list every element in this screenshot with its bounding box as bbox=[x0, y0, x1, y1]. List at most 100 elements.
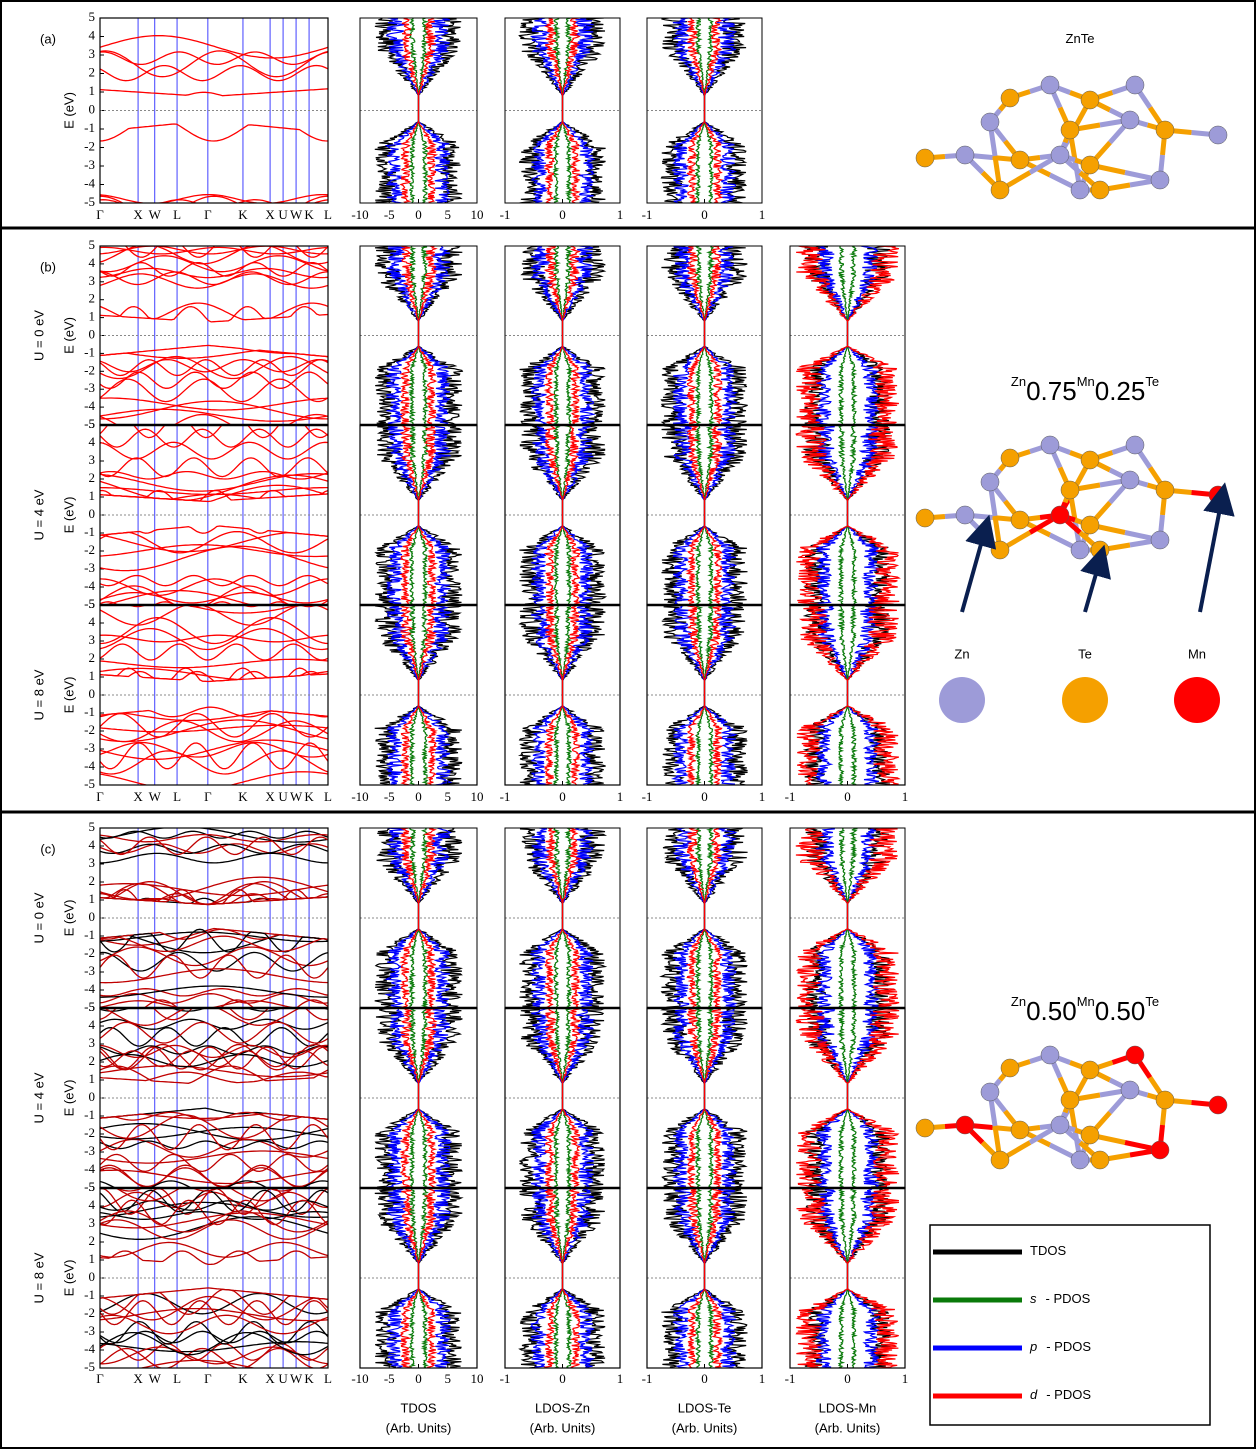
y-tick-label: -2 bbox=[84, 1305, 95, 1320]
band-line bbox=[100, 267, 328, 279]
band-line bbox=[100, 951, 328, 972]
panel-label: (c) bbox=[40, 841, 55, 856]
dos-curve bbox=[399, 246, 420, 425]
band-line bbox=[100, 658, 328, 669]
dos-curves bbox=[647, 605, 762, 785]
band-line bbox=[100, 1199, 328, 1226]
y-tick-label: 0 bbox=[89, 1269, 96, 1284]
atom bbox=[1208, 125, 1228, 145]
atom-swatch bbox=[1174, 677, 1220, 723]
atom-label: Te bbox=[1078, 646, 1092, 661]
bands bbox=[100, 35, 328, 203]
x-tick-label: 10 bbox=[471, 1371, 484, 1386]
dos-curves bbox=[360, 1008, 477, 1188]
dos-curves bbox=[647, 246, 762, 425]
band-line bbox=[100, 1300, 328, 1326]
band-line bbox=[100, 1050, 328, 1068]
y-tick-label: 5 bbox=[89, 416, 96, 431]
x-tick-label: 0 bbox=[415, 207, 422, 222]
band-line bbox=[100, 64, 328, 82]
band-line bbox=[100, 1241, 328, 1258]
y-tick-label: 3 bbox=[89, 452, 96, 467]
y-tick-label: 2 bbox=[89, 64, 96, 79]
y-tick-label: 1 bbox=[89, 891, 96, 906]
y-tick-label: 0 bbox=[89, 909, 96, 924]
y-tick-label: -4 bbox=[84, 758, 95, 773]
atom bbox=[980, 472, 1000, 492]
band-line bbox=[100, 836, 328, 856]
x-tick-label: -10 bbox=[351, 1371, 368, 1386]
k-label: X bbox=[133, 789, 143, 804]
dos-curves bbox=[505, 1008, 620, 1188]
x-tick-label: 0 bbox=[844, 1371, 851, 1386]
dos-curve bbox=[543, 828, 564, 1008]
x-tick-label: 5 bbox=[445, 789, 452, 804]
legend-symbol: p bbox=[1029, 1339, 1037, 1354]
atom-swatch bbox=[939, 677, 985, 723]
u-label: U = 8 eV bbox=[31, 1252, 46, 1303]
band-line bbox=[184, 605, 302, 614]
atom bbox=[1050, 505, 1070, 525]
k-label: X bbox=[133, 1371, 143, 1386]
band-line bbox=[100, 591, 328, 604]
dos-curves bbox=[360, 18, 477, 203]
band-line bbox=[100, 273, 328, 289]
x-tick-label: 0 bbox=[844, 789, 851, 804]
band-line bbox=[100, 1065, 328, 1084]
atom bbox=[1090, 540, 1110, 560]
atom bbox=[1120, 1080, 1140, 1100]
panel-label: (b) bbox=[40, 259, 56, 274]
atom bbox=[1125, 75, 1145, 95]
y-tick-label: -1 bbox=[84, 524, 95, 539]
y-tick-label: -4 bbox=[84, 578, 95, 593]
band-line bbox=[100, 578, 328, 597]
y-tick-label: -4 bbox=[84, 175, 95, 190]
band-line bbox=[100, 246, 328, 255]
y-tick-label: 1 bbox=[89, 309, 96, 324]
crystal-structure bbox=[915, 75, 1228, 200]
u-label: U = 4 eV bbox=[31, 1072, 46, 1123]
band-line bbox=[100, 1027, 328, 1047]
band-line bbox=[100, 88, 328, 97]
legend-symbol: d bbox=[1030, 1387, 1038, 1402]
x-tick-label: 1 bbox=[902, 1371, 909, 1386]
y-tick-label: 5 bbox=[89, 596, 96, 611]
dos-curve bbox=[543, 425, 564, 605]
y-tick-label: 4 bbox=[89, 614, 96, 629]
band-line bbox=[100, 1295, 328, 1321]
band-line bbox=[100, 1124, 328, 1151]
y-tick-label: -5 bbox=[84, 999, 95, 1014]
compound-subscript: 0.50 bbox=[1095, 996, 1146, 1026]
compound-subscript: 0.50 bbox=[1026, 996, 1077, 1026]
k-label: X bbox=[265, 1371, 275, 1386]
atom bbox=[980, 1082, 1000, 1102]
band-line bbox=[100, 828, 328, 843]
dos-curve bbox=[796, 605, 849, 785]
y-tick-label: -3 bbox=[84, 740, 95, 755]
legend-label: TDOS bbox=[1030, 1243, 1066, 1258]
y-tick-label: 3 bbox=[89, 46, 96, 61]
band-line bbox=[100, 123, 328, 142]
band-line bbox=[100, 883, 328, 897]
band-line bbox=[100, 667, 328, 683]
band-line bbox=[100, 1212, 328, 1229]
atom bbox=[1125, 1045, 1145, 1065]
band-line bbox=[100, 712, 328, 738]
x-tick-label: -1 bbox=[642, 789, 653, 804]
band-line bbox=[100, 397, 328, 411]
k-label: K bbox=[238, 207, 248, 222]
dos-curve bbox=[543, 605, 564, 785]
column-unit: (Arb. Units) bbox=[815, 1420, 881, 1435]
k-label: K bbox=[238, 1371, 248, 1386]
y-tick-label: 2 bbox=[89, 873, 96, 888]
atom bbox=[1120, 110, 1140, 130]
dos-curves bbox=[505, 425, 620, 605]
dos-curve bbox=[795, 1188, 849, 1368]
column-title: LDOS-Zn bbox=[535, 1400, 590, 1415]
band-line bbox=[100, 833, 328, 843]
y-tick-label: 3 bbox=[89, 1035, 96, 1050]
band-line bbox=[100, 843, 328, 854]
x-tick-label: -5 bbox=[384, 789, 395, 804]
